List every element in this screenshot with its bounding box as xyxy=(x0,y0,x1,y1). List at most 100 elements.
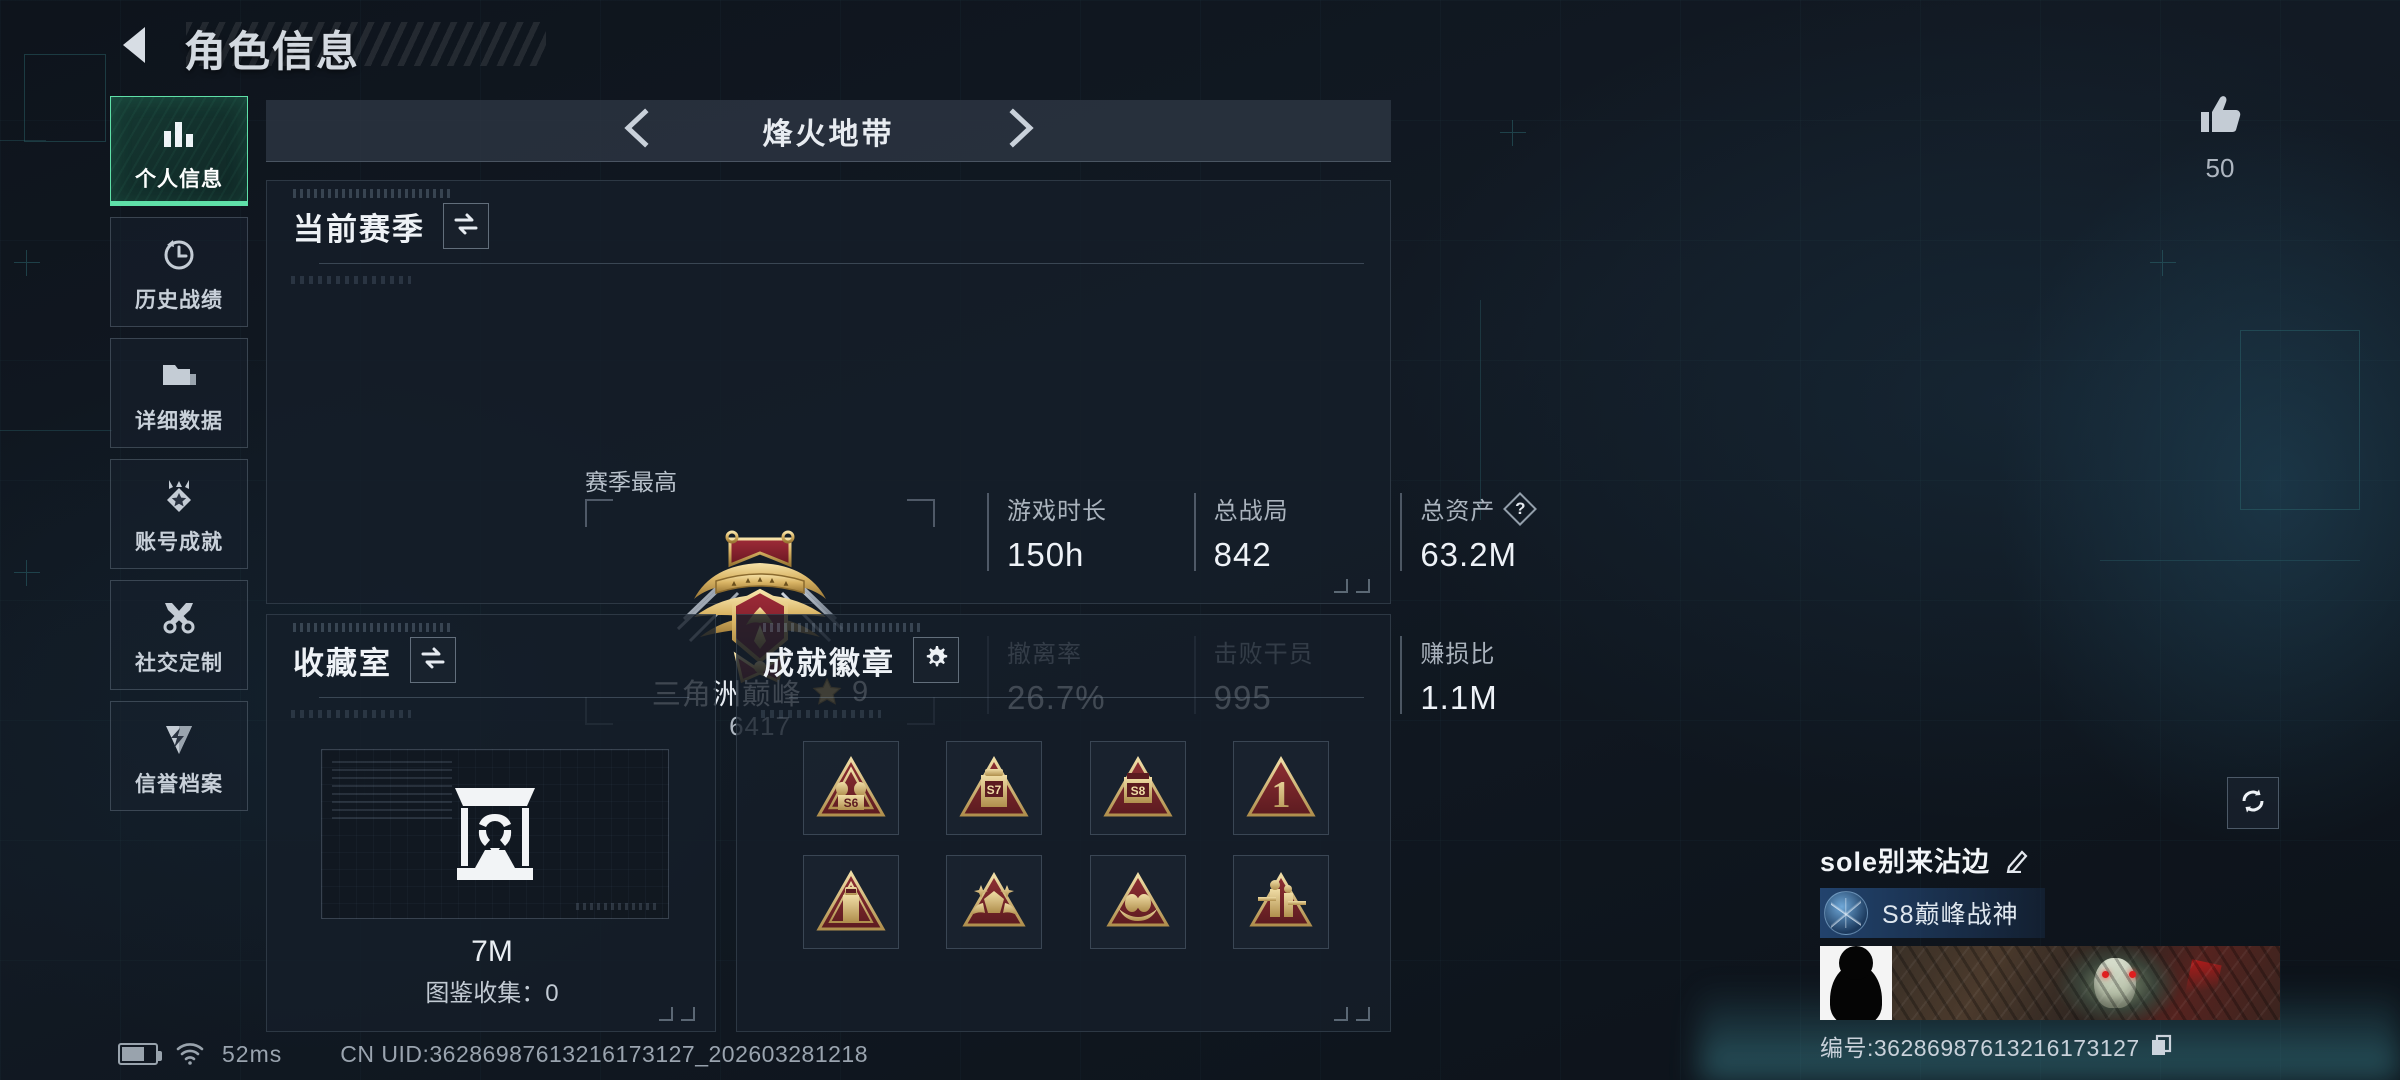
player-banner-art[interactable] xyxy=(1892,946,2280,1020)
page-title: 角色信息 xyxy=(184,28,361,75)
season-panel-header: 当前赛季 xyxy=(267,181,1390,264)
sidebar-item-label: 社交定制 xyxy=(135,651,223,675)
copy-icon[interactable] xyxy=(2150,1034,2174,1058)
panel-corner-mark xyxy=(681,1007,695,1021)
banner-texture-overlay xyxy=(1892,946,2280,1020)
sidebar-item-label: 信誉档案 xyxy=(135,772,223,796)
refresh-button[interactable] xyxy=(2227,777,2279,829)
badge-s7[interactable]: S7 xyxy=(946,741,1043,835)
shield-bolt-icon xyxy=(159,715,199,761)
badges-panel-title: 成就徽章 xyxy=(763,645,895,681)
collection-preview[interactable] xyxy=(321,749,669,919)
stat-cell-profit-loss-ratio: 赚损比 1.1M xyxy=(1400,634,1607,717)
mode-prev-button[interactable] xyxy=(613,108,659,154)
assets-help-icon[interactable]: ? xyxy=(1503,491,1538,526)
back-arrow-icon xyxy=(115,23,159,72)
frame-corner xyxy=(585,499,613,527)
chevron-right-icon xyxy=(1005,108,1039,153)
sidebar-item-label: 账号成就 xyxy=(135,530,223,554)
collection-panel-title: 收藏室 xyxy=(293,645,392,681)
sidebar-item-personal-info[interactable]: 个人信息 xyxy=(110,96,248,206)
panel-decoration xyxy=(293,623,453,632)
banner-eye xyxy=(2128,971,2136,979)
folder-icon xyxy=(159,352,199,398)
hud-line xyxy=(0,140,46,141)
badge-s6[interactable]: S6 xyxy=(802,741,899,835)
swap-arrows-icon xyxy=(453,211,479,242)
player-id-row: 编号:36286987613216173127 xyxy=(1820,1029,2280,1063)
badge-s8[interactable]: S8 xyxy=(1089,741,1186,835)
display-case-icon xyxy=(449,784,541,884)
panel-corner-mark xyxy=(1356,1007,1370,1021)
hud-cross-mark xyxy=(14,560,40,586)
battery-icon xyxy=(118,1043,162,1065)
collection-room-panel: 收藏室 xyxy=(266,614,716,1032)
badge-operators[interactable] xyxy=(1233,855,1330,949)
sidebar-item-detailed-data[interactable]: 详细数据 xyxy=(110,338,248,448)
season-switch-button[interactable] xyxy=(443,203,489,249)
preview-text-lines xyxy=(332,759,452,819)
badge-gem-wings[interactable] xyxy=(946,855,1043,949)
player-name: sole别来沾边 xyxy=(1820,847,1991,877)
hud-line xyxy=(1480,300,1481,520)
pencil-icon[interactable] xyxy=(2004,847,2030,873)
stat-cell-total-matches: 总战局 842 xyxy=(1193,491,1401,574)
sidebar-item-label: 历史战绩 xyxy=(135,288,223,312)
badges-panel-header: 成就徽章 xyxy=(737,615,1390,698)
refresh-icon xyxy=(2238,786,2268,821)
hud-cross-mark xyxy=(1500,120,1526,146)
avatar-silhouette xyxy=(1830,964,1882,1020)
player-banner-row[interactable] xyxy=(1820,946,2280,1020)
badge-supply-case[interactable] xyxy=(802,855,899,949)
stat-label: 赚损比 xyxy=(1420,641,1496,668)
sidebar-item-match-history[interactable]: 历史战绩 xyxy=(110,217,248,327)
stat-label: 游戏时长 xyxy=(1007,498,1107,525)
badges-settings-button[interactable] xyxy=(913,637,959,683)
panel-decoration xyxy=(291,276,411,284)
panel-corner-mark xyxy=(1334,579,1348,593)
stat-label: 总资产 xyxy=(1420,498,1496,525)
banner-eye xyxy=(2101,971,2109,979)
player-name-row: sole别来沾边 xyxy=(1820,840,2280,879)
bar-chart-icon xyxy=(159,110,199,156)
wrench-screwdriver-icon xyxy=(159,594,199,640)
sidebar-item-reputation-profile[interactable]: 信誉档案 xyxy=(110,701,248,811)
sidebar-item-account-achievements[interactable]: 账号成就 xyxy=(110,459,248,569)
frame-corner xyxy=(907,499,935,527)
uid-text: CN UID:36286987613216173127_202603281218 xyxy=(340,1040,868,1067)
avatar[interactable] xyxy=(1820,946,1892,1020)
player-id-text: 编号:36286987613216173127 xyxy=(1820,1035,2140,1061)
collection-value: 7M xyxy=(471,935,513,968)
badge-text: S6 xyxy=(843,796,858,810)
panel-decoration xyxy=(293,189,453,198)
season-panel-title: 当前赛季 xyxy=(293,211,425,247)
season-peak-label: 赛季最高 xyxy=(585,469,677,495)
panel-corner-mark xyxy=(1334,1007,1348,1021)
collection-switch-button[interactable] xyxy=(410,637,456,683)
collection-sub-label: 图鉴收集：0 xyxy=(425,980,559,1007)
badge-text: S8 xyxy=(1130,784,1145,798)
stat-label: 总战局 xyxy=(1213,498,1289,525)
back-button[interactable] xyxy=(108,18,166,76)
current-season-panel: 当前赛季 赛季最高 xyxy=(266,180,1538,741)
swap-arrows-icon xyxy=(420,645,446,676)
sidebar-item-label: 个人信息 xyxy=(135,167,223,191)
hud-cross-mark xyxy=(2150,250,2176,276)
panel-decoration xyxy=(763,623,923,632)
player-title-row[interactable]: S8巅峰战神 xyxy=(1820,888,2045,938)
stat-value: 150h xyxy=(1007,536,1085,573)
mode-next-button[interactable] xyxy=(999,108,1045,154)
like-button[interactable]: 50 xyxy=(2160,92,2280,184)
ping-value: 52ms xyxy=(222,1040,283,1067)
collection-panel-header: 收藏室 xyxy=(267,615,715,698)
title-hatch-decoration xyxy=(186,22,546,66)
badge-rank-one[interactable]: 1 xyxy=(1233,741,1330,835)
banner-mask-face xyxy=(2093,957,2136,1008)
sidebar-nav: 个人信息 历史战绩 详细数据 xyxy=(110,96,248,822)
badge-nest-eggs[interactable] xyxy=(1089,855,1186,949)
sidebar-item-social-customization[interactable]: 社交定制 xyxy=(110,580,248,690)
help-glyph: ? xyxy=(1515,498,1526,518)
hud-line xyxy=(0,430,112,431)
badge-grid: S6 S7 S8 xyxy=(779,741,1353,949)
